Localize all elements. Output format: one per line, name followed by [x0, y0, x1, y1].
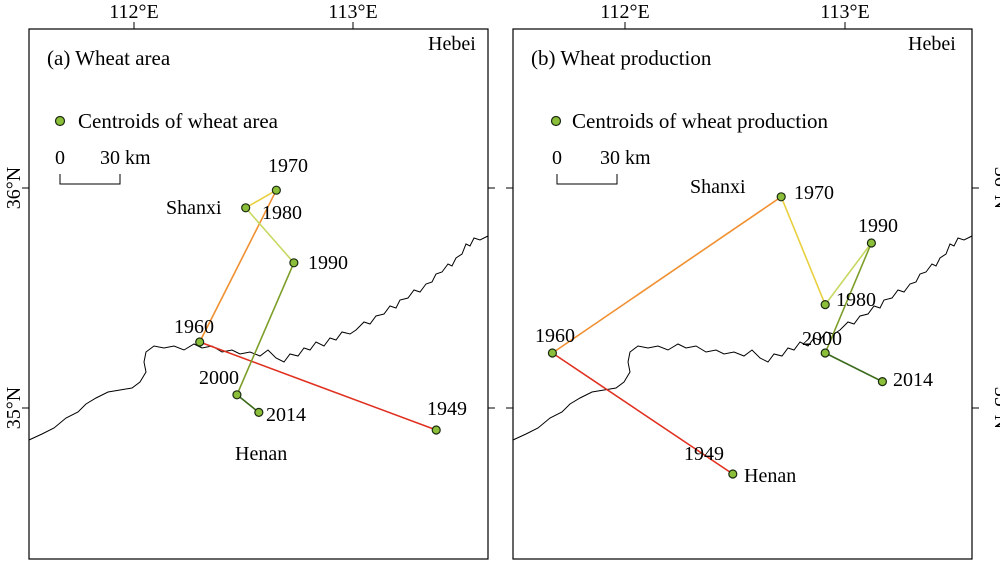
year-label-1980: 1980 [836, 289, 876, 311]
trajectory-segment-1960-1970 [551, 196, 782, 354]
province-henan-a: Henan [235, 443, 287, 465]
scale-30km-a: 30 km [100, 147, 151, 169]
centroid-point-1970 [776, 192, 786, 202]
trajectory-segment-1980-1990 [824, 242, 873, 306]
centroid-point-1960 [195, 337, 205, 347]
lat-36-label-left: 36°N [3, 167, 25, 209]
year-label-2014: 2014 [893, 369, 933, 391]
map-frame-a [28, 28, 489, 560]
lat-35-label-right: 35°N [990, 387, 1000, 429]
year-label-1990: 1990 [308, 252, 348, 274]
map-frame-b [512, 28, 973, 560]
centroid-point-2000 [232, 390, 242, 400]
trajectory-segment-1970-1980 [245, 189, 277, 209]
lat-35-label-left: 35°N [3, 387, 25, 429]
panel-title-b: (b) Wheat production [531, 46, 712, 70]
lon-112-label: 112°E [109, 1, 158, 23]
centroid-point-1960 [547, 348, 558, 358]
centroid-point-1980 [820, 300, 830, 310]
trajectory-segment-1970-1980 [780, 196, 826, 305]
province-shanxi-a: Shanxi [166, 197, 222, 219]
centroid-point-1980 [241, 203, 251, 213]
year-label-2000: 2000 [802, 328, 842, 350]
centroid-point-1990 [866, 238, 877, 248]
scale-zero-b: 0 [552, 147, 562, 169]
panel-title-a: (a) Wheat area [47, 46, 171, 70]
year-label-1970: 1970 [268, 155, 308, 177]
year-label-2000: 2000 [199, 367, 239, 389]
province-shanxi-b: Shanxi [690, 176, 746, 198]
legend-point-icon-a [54, 115, 66, 127]
legend-point-icon-b [550, 115, 562, 127]
centroid-point-1970 [271, 185, 281, 195]
scale-bar-a [59, 174, 121, 185]
trajectory-segment-1949-1960 [551, 352, 734, 475]
trajectory-segment-1980-1990 [245, 207, 295, 264]
year-label-1949: 1949 [427, 398, 467, 420]
legend-label-a: Centroids of wheat area [78, 109, 279, 133]
scale-zero-a: 0 [55, 147, 65, 169]
year-label-1980: 1980 [262, 202, 302, 224]
centroid-point-2000 [820, 348, 830, 358]
lon-113-label: 113°E [328, 1, 377, 23]
trajectory-segment-2000-2014 [824, 352, 883, 383]
year-label-1960: 1960 [535, 325, 575, 347]
lon-112-label-b: 112°E [600, 1, 649, 23]
year-label-1990: 1990 [858, 215, 898, 237]
province-border-b [512, 235, 973, 441]
province-henan-b: Henan [744, 465, 796, 487]
province-hebei-a: Hebei [428, 33, 476, 55]
centroid-point-1949 [728, 469, 738, 479]
centroid-point-1949 [431, 425, 441, 435]
lon-113-label-b: 113°E [820, 1, 869, 23]
trajectory-segment-1990-2000 [824, 242, 873, 354]
year-label-1960: 1960 [174, 316, 214, 338]
trajectory-segment-1990-2000 [236, 262, 295, 396]
lat-36-label-right: 36°N [990, 167, 1000, 209]
panel-wheat-area: 112°E 113°E 36°N 35°N (a) Wheat area Cen… [3, 1, 495, 560]
province-hebei-b: Hebei [908, 33, 956, 55]
scale-30km-b: 30 km [600, 147, 651, 169]
centroid-point-2014 [254, 407, 264, 417]
year-label-1970: 1970 [794, 182, 834, 204]
centroid-point-1990 [289, 258, 299, 268]
legend-label-b: Centroids of wheat production [572, 109, 829, 133]
trajectory-segment-2000-2014 [236, 394, 260, 414]
year-label-2014: 2014 [266, 404, 306, 426]
trajectory-segment-1960-1970 [198, 189, 278, 343]
centroid-point-2014 [877, 377, 888, 387]
year-label-1949: 1949 [684, 443, 724, 465]
province-border-a [28, 235, 489, 441]
trajectory-segment-1949-1960 [199, 341, 437, 431]
panel-wheat-production: 112°E 113°E 36°N 35°N (b) Wheat producti… [506, 1, 1000, 560]
scale-bar-b [556, 174, 618, 185]
